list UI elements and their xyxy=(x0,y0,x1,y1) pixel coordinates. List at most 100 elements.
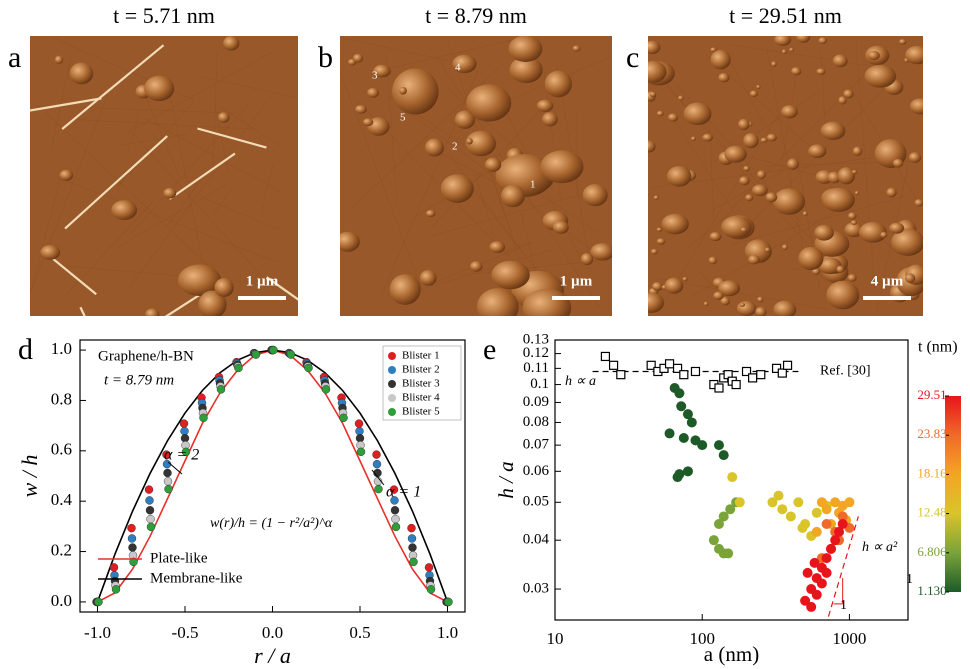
afm-texture xyxy=(129,129,275,291)
y-tick-label: 0.8 xyxy=(51,389,72,408)
afm-blister xyxy=(440,174,474,203)
afm-blister xyxy=(470,261,483,272)
afm-blister xyxy=(399,86,407,95)
blister-point xyxy=(145,506,155,515)
blister-point xyxy=(109,563,119,572)
afm-blister xyxy=(718,72,730,83)
afm-blister xyxy=(649,91,657,98)
afm-blister xyxy=(764,247,771,253)
data-point xyxy=(826,543,837,554)
data-point xyxy=(682,466,693,477)
afm-blister xyxy=(466,84,512,122)
afm-texture xyxy=(213,187,233,215)
afm-texture xyxy=(340,72,424,294)
reference-point xyxy=(777,368,787,378)
afm-texture xyxy=(387,40,511,70)
blister-point xyxy=(390,506,400,515)
afm-blister xyxy=(827,171,841,184)
afm-blister xyxy=(814,224,834,241)
afm-blister xyxy=(648,292,665,313)
afm-blister xyxy=(40,245,61,260)
x-tick-label: 1.0 xyxy=(437,623,458,642)
legend-label: Blister 1 xyxy=(402,350,440,362)
afm-blister xyxy=(765,192,778,203)
y-tick-label: 1.0 xyxy=(51,339,72,358)
afm-blister xyxy=(582,184,608,207)
y-tick-label: 0.2 xyxy=(51,540,72,559)
afm-blister xyxy=(651,282,663,291)
afm-texture xyxy=(62,179,278,263)
afm-blister xyxy=(749,90,758,98)
colorbar-tick-label: 12.48 xyxy=(917,505,946,520)
afm-blister xyxy=(392,68,439,115)
afm-blister xyxy=(389,274,421,305)
afm-blister xyxy=(718,280,741,297)
blister-point xyxy=(407,523,416,533)
scale-bar-label: 1 µm xyxy=(246,273,279,289)
data-point xyxy=(806,601,817,612)
data-point xyxy=(713,440,724,451)
blister-point xyxy=(286,350,296,359)
data-point xyxy=(797,522,808,533)
panel-letter: d xyxy=(18,333,33,366)
afm-blister xyxy=(419,270,437,286)
blister-point xyxy=(127,534,137,543)
afm-texture xyxy=(658,113,780,312)
afm-blister xyxy=(466,138,473,145)
afm-blister xyxy=(217,112,230,123)
legend-marker xyxy=(388,366,396,374)
afm-blister xyxy=(340,231,360,252)
afm-blister xyxy=(844,222,864,238)
blister-point xyxy=(407,534,417,543)
afm-blister xyxy=(223,36,240,51)
afm-texture xyxy=(731,59,880,209)
afm-blister xyxy=(745,194,754,201)
blister-point xyxy=(129,557,138,567)
afm-texture xyxy=(260,164,274,214)
blister-point xyxy=(372,459,382,469)
colorbar-tick-label: 29.51 xyxy=(917,387,946,402)
afm-blister xyxy=(648,40,661,55)
blister-point xyxy=(94,597,103,607)
blister-point xyxy=(321,385,331,394)
annotation: α = 2 xyxy=(164,447,199,464)
afm-blister xyxy=(826,280,860,310)
blister-number: 2 xyxy=(452,141,458,153)
data-point xyxy=(811,526,822,537)
afm-blister xyxy=(851,169,858,174)
afm-blister xyxy=(542,112,558,127)
afm-blister xyxy=(781,49,787,55)
reference-label: Ref. [30] xyxy=(820,364,871,379)
blister-point xyxy=(390,496,399,505)
afm-blister xyxy=(914,199,923,207)
blister-point xyxy=(354,419,364,428)
afm-blister xyxy=(791,67,802,76)
blister-point xyxy=(145,496,154,505)
afm-blister xyxy=(580,253,594,266)
x-axis-label: r / a xyxy=(254,643,291,668)
afm-blister xyxy=(721,215,752,239)
reference-point xyxy=(741,366,752,377)
blister-point xyxy=(391,522,401,532)
afm-blister xyxy=(667,113,679,122)
afm-texture xyxy=(70,119,255,130)
panel-title: t = 8.79 nm xyxy=(425,3,527,28)
x-tick-label: 0.5 xyxy=(349,623,370,642)
blister-point xyxy=(163,477,173,486)
data-point xyxy=(718,511,729,522)
afm-blister xyxy=(891,228,923,256)
x-tick-label: 0.0 xyxy=(262,623,283,642)
reference-point xyxy=(672,363,683,373)
afm-blister xyxy=(889,222,905,234)
data-point xyxy=(816,578,827,589)
annotation: Graphene/h-BN xyxy=(98,348,194,364)
data-point xyxy=(725,504,736,515)
afm-blister xyxy=(69,62,94,85)
reference-point xyxy=(608,360,619,370)
afm-blister xyxy=(843,89,854,99)
afm-blister xyxy=(781,105,798,119)
afm-image xyxy=(30,36,298,316)
afm-blister xyxy=(163,187,177,199)
reference-point xyxy=(714,383,724,393)
